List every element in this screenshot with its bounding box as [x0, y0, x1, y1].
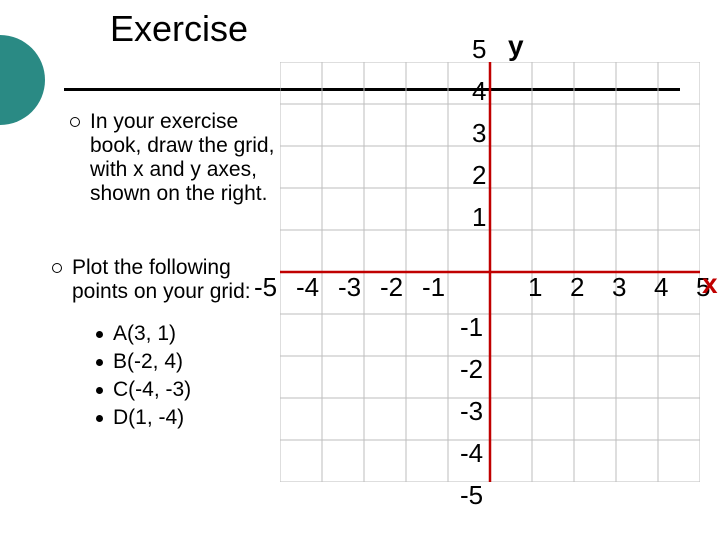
- decorative-circle: [0, 35, 45, 125]
- x-tick: 4: [654, 272, 668, 303]
- y-tick: -1: [460, 312, 483, 343]
- point-a: A(3, 1): [113, 322, 176, 346]
- coordinate-grid: 54321-1-2-3-4-5-5-4-3-2-112345yx: [280, 62, 700, 482]
- y-tick: -4: [460, 438, 483, 469]
- dot-bullet-icon: [96, 359, 103, 366]
- ring-bullet-icon: [70, 117, 80, 127]
- x-tick: 3: [612, 272, 626, 303]
- list-item: A(3, 1): [70, 322, 280, 346]
- y-tick: 1: [472, 202, 486, 233]
- instruction-1: In your exercise book, draw the grid, wi…: [70, 110, 280, 206]
- ring-bullet-icon: [52, 263, 62, 273]
- x-tick: 1: [528, 272, 542, 303]
- x-tick: -2: [380, 272, 403, 303]
- point-c: C(-4, -3): [113, 378, 191, 402]
- x-tick: -5: [254, 272, 277, 303]
- y-tick: -2: [460, 354, 483, 385]
- point-b: B(-2, 4): [113, 350, 183, 374]
- page-title: Exercise: [110, 8, 248, 50]
- x-tick: -4: [296, 272, 319, 303]
- x-axis-label: x: [702, 268, 718, 300]
- instruction-2: Plot the following points on your grid:: [70, 256, 280, 304]
- y-tick: -5: [460, 480, 483, 511]
- left-column: In your exercise book, draw the grid, wi…: [70, 110, 280, 434]
- point-d: D(1, -4): [113, 406, 184, 430]
- x-tick: -1: [422, 272, 445, 303]
- x-tick: 2: [570, 272, 584, 303]
- list-item: D(1, -4): [70, 406, 280, 430]
- y-tick: -3: [460, 396, 483, 427]
- y-tick: 4: [472, 76, 486, 107]
- dot-bullet-icon: [96, 387, 103, 394]
- y-tick: 3: [472, 118, 486, 149]
- instruction-2-text: Plot the following points on your grid:: [72, 256, 280, 304]
- list-item: C(-4, -3): [70, 378, 280, 402]
- y-tick: 5: [472, 34, 486, 65]
- dot-bullet-icon: [96, 331, 103, 338]
- list-item: B(-2, 4): [70, 350, 280, 374]
- x-tick: -3: [338, 272, 361, 303]
- y-axis-label: y: [508, 30, 524, 62]
- instruction-1-text: In your exercise book, draw the grid, wi…: [90, 110, 280, 206]
- y-tick: 2: [472, 160, 486, 191]
- dot-bullet-icon: [96, 415, 103, 422]
- points-list: A(3, 1) B(-2, 4) C(-4, -3) D(1, -4): [70, 322, 280, 430]
